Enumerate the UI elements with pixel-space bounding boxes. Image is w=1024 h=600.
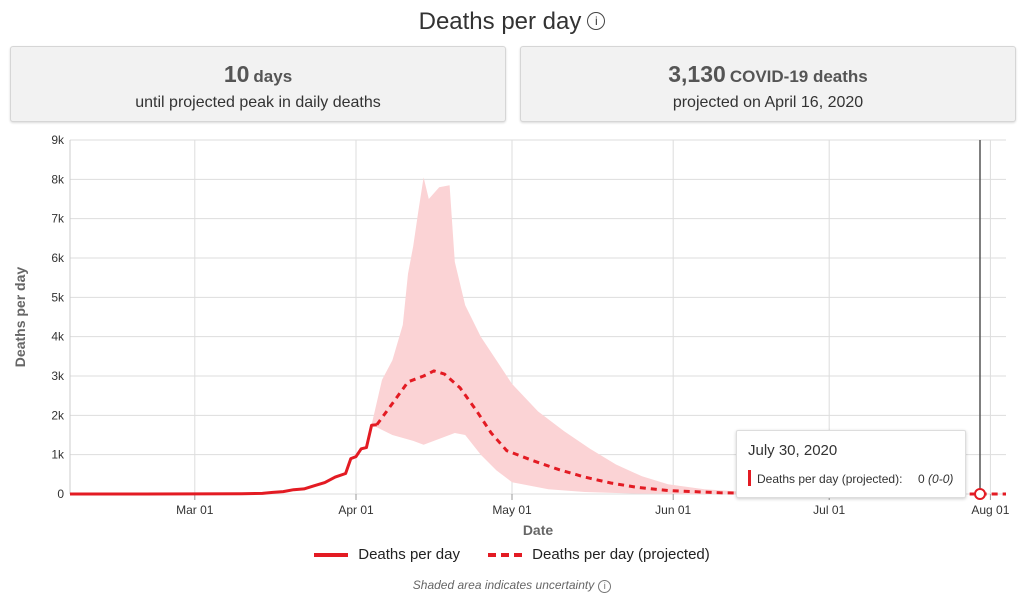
x-tick-label: May 01 [492,503,532,517]
chart-title: Deaths per day i [0,8,1024,36]
y-tick-label: 0 [57,487,64,501]
peak-deaths-value: 3,130 [668,61,726,87]
peak-days-value-line: 10 days [11,61,505,88]
y-tick-label: 1k [51,448,65,462]
tooltip-date: July 30, 2020 [748,442,838,459]
tooltip-value: 0 [918,472,925,486]
uncertainty-note: Shaded area indicates uncertainty i [0,578,1024,593]
y-tick-label: 6k [51,251,65,265]
info-circle-icon[interactable]: i [598,580,612,593]
y-tick-label: 7k [51,212,65,226]
uncertainty-band [371,177,1007,494]
x-tick-label: Jul 01 [813,503,845,517]
tooltip-label: Deaths per day (projected): [757,472,903,486]
peak-days-value: 10 [223,61,250,87]
tooltip-value-line: 0 (0-0) [918,472,953,486]
projected-deaths-line [375,369,1006,496]
y-tick-label: 3k [51,369,65,383]
legend-item-actual[interactable]: Deaths per day [314,546,460,563]
hover-point-marker [974,488,986,500]
y-tick-label: 4k [51,330,65,344]
uncertainty-note-text: Shaded area indicates uncertainty [412,578,595,592]
chart-legend: Deaths per day Deaths per day (projected… [0,546,1024,563]
x-tick-label: Mar 01 [176,503,214,517]
y-tick-label: 2k [51,408,65,422]
x-tick-label: Aug 01 [971,503,1009,517]
tooltip-range: (0-0) [928,472,954,486]
x-axis-title: Date [523,522,554,538]
peak-deaths-unit: COVID-19 deaths [729,67,868,86]
y-tick-label: 8k [51,172,65,186]
info-circle-icon[interactable]: i [587,11,606,30]
deaths-chart[interactable]: 0 1k 2k 3k 4k 5k 6k 7k 8k 9k Mar 01 Apr 01 May 01 Jun… [0,128,1024,544]
x-tick-label: Apr 01 [338,503,374,517]
peak-deaths-value-line: 3,130 COVID-19 deaths [521,61,1015,88]
y-tick-label: 9k [51,133,65,147]
legend-item-projected[interactable]: Deaths per day (projected) [488,546,710,563]
peak-days-caption: until projected peak in daily deaths [135,94,381,111]
peak-days-card: 10 days until projected peak in daily dea… [10,46,506,122]
legend-label-actual: Deaths per day [358,546,460,563]
y-tick-label: 5k [51,290,65,304]
x-tick-label: Jun 01 [655,503,691,517]
peak-deaths-card: 3,130 COVID-19 deaths projected on April … [520,46,1016,122]
chart-title-text: Deaths per day [418,8,582,35]
legend-swatch-projected [488,553,523,558]
chart-tooltip: July 30, 2020 Deaths per day (projected)… [736,430,966,498]
legend-swatch-actual [314,553,349,558]
y-axis-title: Deaths per day [12,267,28,368]
peak-deaths-caption: projected on April 16, 2020 [672,94,864,111]
actual-deaths-line [70,423,377,496]
tooltip-series-marker [748,470,751,486]
legend-label-projected: Deaths per day (projected) [532,546,710,563]
peak-days-unit: days [253,67,293,86]
